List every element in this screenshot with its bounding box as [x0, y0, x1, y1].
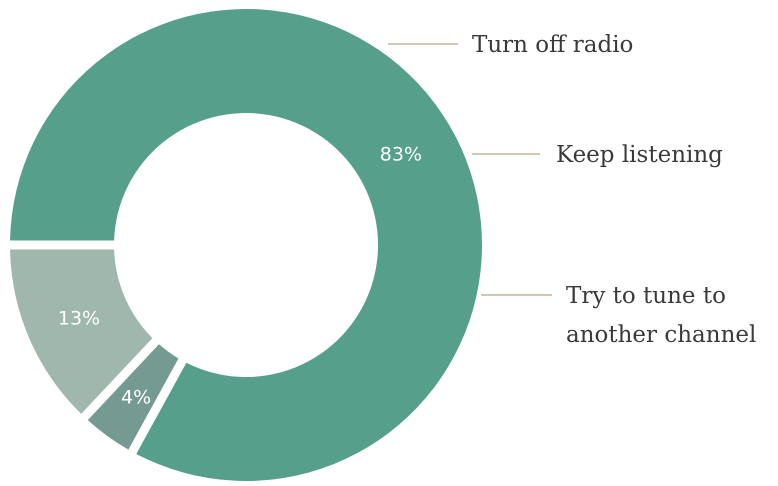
leader-lines-layer [388, 43, 552, 296]
category-label-line: Try to tune to [566, 283, 726, 309]
donut-slice-2 [10, 249, 153, 414]
slice-value-label-1: 4% [121, 386, 151, 408]
donut-slice-1 [87, 344, 179, 450]
category-label-0: Try to tune to another channel [566, 283, 756, 348]
slices-layer [10, 8, 482, 481]
slice-value-label-0: 83% [380, 143, 422, 165]
category-label-1: Turn off radio [472, 32, 633, 58]
category-labels-layer: Try to tune to another channel Turn off ra… [472, 32, 756, 348]
category-label-line: Keep listening [556, 142, 723, 168]
category-label-line: another channel [566, 322, 756, 348]
category-label-2: Keep listening [556, 142, 723, 168]
category-label-line: Turn off radio [472, 32, 633, 58]
slice-value-label-2: 13% [58, 307, 100, 329]
value-labels-layer: 83% 4% 13% [58, 143, 422, 408]
donut-slice-0 [10, 8, 482, 481]
